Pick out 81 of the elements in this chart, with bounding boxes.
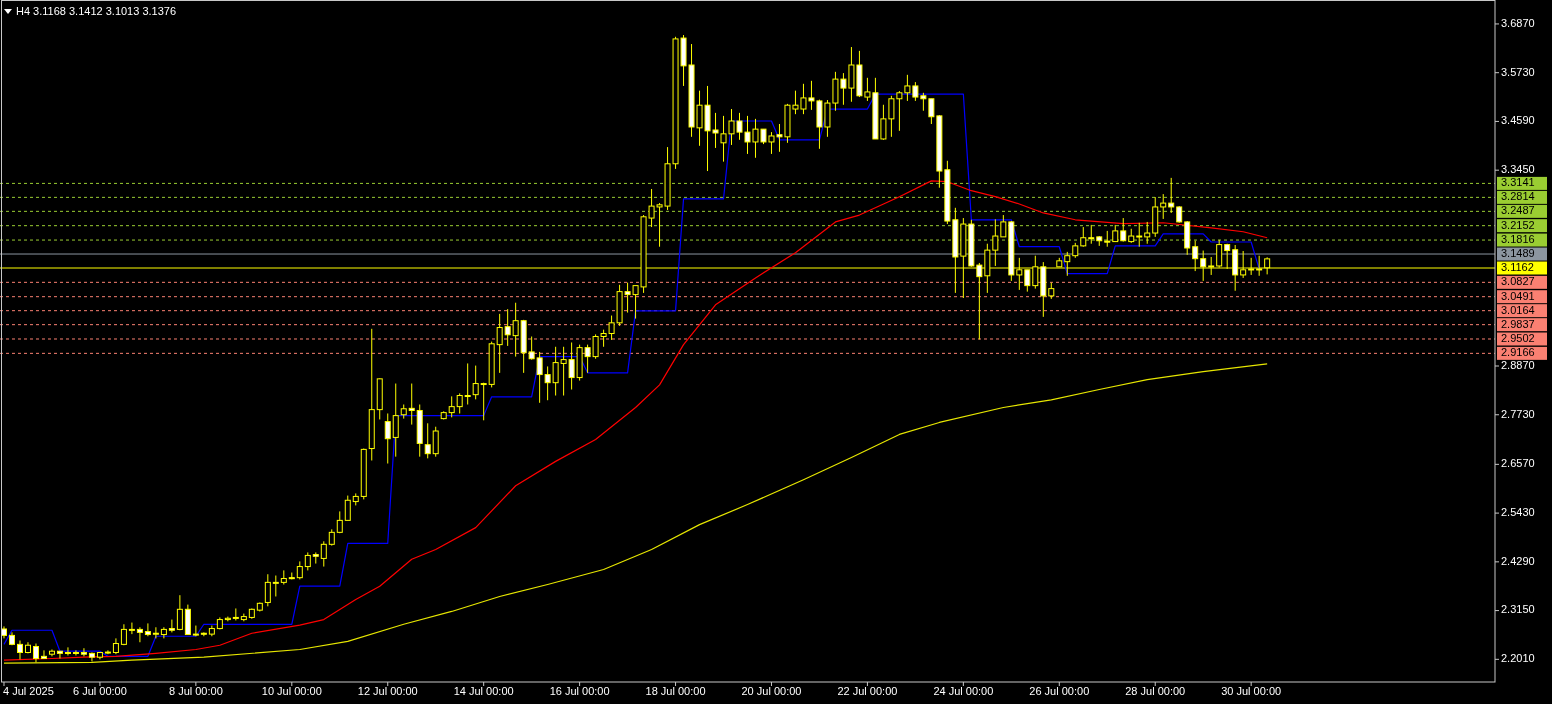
candlestick — [136, 626, 143, 643]
candlestick — [128, 622, 135, 635]
candlestick — [1088, 224, 1095, 245]
candlestick — [64, 646, 71, 656]
x-tick-label: 10 Jul 00:00 — [261, 685, 322, 697]
ref-line-label: 3.0164 — [1501, 303, 1535, 316]
x-tick-label: 6 Jul 00:00 — [73, 685, 127, 697]
candlestick — [1136, 222, 1143, 248]
candlestick — [472, 365, 479, 400]
candlestick — [56, 650, 63, 659]
x-tick-label: 30 Jul 00:00 — [1221, 685, 1282, 697]
ref-line-label: 3.0827 — [1501, 275, 1535, 288]
ref-line-label: 3.3141 — [1501, 176, 1535, 189]
y-tick-label: 2.7730 — [1501, 407, 1535, 420]
candlestick — [448, 395, 455, 418]
candlestick — [16, 640, 23, 660]
line-series — [3, 363, 1268, 664]
ref-line-label: 3.2814 — [1501, 190, 1535, 203]
y-tick-label: 2.8870 — [1501, 358, 1535, 371]
candlestick — [264, 573, 271, 607]
candlestick — [392, 383, 399, 458]
candlestick — [152, 626, 159, 639]
x-tick-label: 28 Jul 00:00 — [1125, 685, 1186, 697]
candlestick — [176, 594, 183, 631]
candlestick — [32, 643, 39, 663]
candlestick — [72, 649, 79, 656]
text: H4 3.1168 3.1412 3.1013 3.1376 — [16, 5, 177, 17]
x-tick-label: 26 Jul 00:00 — [1029, 685, 1090, 697]
x-tick-label: 20 Jul 00:00 — [741, 685, 802, 697]
candlestick — [384, 412, 391, 464]
x-tick-label: 12 Jul 00:00 — [357, 685, 418, 697]
candlestick — [496, 313, 503, 374]
x-tick-label: 14 Jul 00:00 — [453, 685, 514, 697]
candlestick — [480, 382, 487, 421]
y-tick-label: 3.4590 — [1501, 114, 1535, 127]
line-series — [3, 180, 1268, 661]
candlestick — [272, 575, 279, 597]
candlestick — [40, 649, 47, 659]
ref-line-label: 3.1489 — [1501, 246, 1535, 259]
x-tick-label: 16 Jul 00:00 — [549, 685, 610, 697]
candlestick — [408, 383, 415, 426]
candlestick — [1168, 177, 1175, 214]
ref-line-label: 2.9166 — [1501, 346, 1535, 359]
candlestick — [200, 631, 207, 637]
candlestick — [144, 622, 151, 637]
y-tick-label: 2.3150 — [1501, 603, 1535, 616]
candlestick — [1080, 226, 1087, 248]
candlestick — [320, 540, 327, 568]
ref-line-label: 3.2152 — [1501, 218, 1535, 231]
candlestick — [1120, 217, 1127, 243]
candlestick — [432, 426, 439, 458]
candlestick — [1000, 214, 1007, 238]
y-tick-label: 2.4290 — [1501, 554, 1535, 567]
candlestick — [504, 308, 511, 347]
x-tick-label: 4 Jul 2025 — [3, 685, 54, 697]
y-tick-label: 3.6870 — [1501, 16, 1535, 29]
candlestick — [80, 647, 87, 657]
candlestick — [168, 619, 175, 633]
candlestick — [1160, 193, 1167, 220]
x-tick-label: 8 Jul 00:00 — [168, 685, 223, 697]
y-tick-label: 2.5430 — [1501, 506, 1535, 519]
ref-line-label: 3.1816 — [1501, 232, 1535, 245]
candlestick — [424, 422, 431, 459]
candlestick — [456, 392, 463, 414]
y-tick-label: 2.2010 — [1501, 652, 1535, 665]
candlestick — [1144, 221, 1151, 245]
ref-line-label: 3.1162 — [1501, 260, 1534, 273]
x-tick-label: 24 Jul 00:00 — [933, 685, 994, 697]
candlestick — [344, 495, 351, 521]
x-tick-label: 22 Jul 00:00 — [837, 685, 898, 697]
ref-line-label: 3.2487 — [1501, 204, 1535, 217]
candlestick — [192, 625, 199, 637]
y-tick-label: 3.3450 — [1501, 163, 1535, 176]
x-tick-label: 18 Jul 00:00 — [645, 685, 706, 697]
y-tick-label: 3.5730 — [1501, 65, 1535, 78]
ref-line-label: 3.0491 — [1501, 289, 1535, 302]
y-tick-label: 2.6570 — [1501, 457, 1535, 470]
ref-line-label: 2.9837 — [1501, 317, 1535, 330]
candlestick — [160, 626, 167, 639]
ref-line-label: 2.9502 — [1501, 331, 1535, 344]
candlestick — [464, 362, 471, 405]
